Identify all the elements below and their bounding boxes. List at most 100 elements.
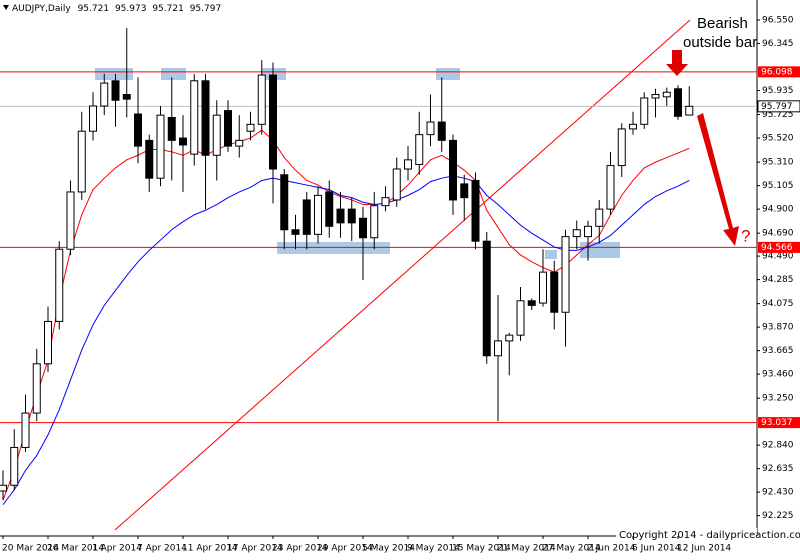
candle-body <box>347 208 356 224</box>
candle-body <box>224 110 232 147</box>
y-tick-label: 95.105 <box>762 181 794 191</box>
candle-body <box>685 105 694 116</box>
candle-body <box>336 208 345 224</box>
candle-body <box>662 91 671 98</box>
highlight-box <box>161 68 186 80</box>
y-tick-label: 94.490 <box>762 252 794 262</box>
candle-body <box>257 74 266 125</box>
highlight-box <box>95 68 133 80</box>
candle-body <box>0 484 7 492</box>
candle-body <box>392 168 401 201</box>
candle-body <box>606 165 615 210</box>
candle-body <box>77 130 86 193</box>
annotation: outside bar <box>683 34 757 51</box>
y-tick-label: 92.430 <box>762 488 794 498</box>
candle-body <box>179 137 187 146</box>
x-tick-label: 6 Jun 2014 <box>632 544 681 554</box>
candle-body <box>201 80 210 156</box>
x-tick-label: 15 May 2014 <box>452 544 511 554</box>
candle-body <box>370 205 379 239</box>
y-tick-label: 92.635 <box>762 464 794 474</box>
candle-body <box>66 191 75 250</box>
candle-body <box>302 199 311 235</box>
header-open: 95.721 <box>78 4 110 14</box>
x-tick-label: 26 Mar 2014 <box>47 544 104 554</box>
forecast-arrow <box>697 113 739 246</box>
candle-body <box>134 113 142 147</box>
y-tick-label: 96.345 <box>762 39 794 49</box>
candle-body <box>505 334 514 342</box>
menu-triangle <box>3 5 9 10</box>
x-tick-label: 5 May 2014 <box>362 544 415 554</box>
highlight-box <box>262 68 286 80</box>
header-high: 95.973 <box>115 4 147 14</box>
y-tick-label: 92.840 <box>762 441 794 451</box>
candle-body <box>55 248 64 322</box>
candle-body <box>640 97 649 125</box>
header: AUDJPY,Daily 95.721 95.973 95.721 95.797 <box>12 4 221 14</box>
candle-body <box>32 363 41 414</box>
x-tick-label: 1 Apr 2014 <box>92 544 142 554</box>
y-tick-label: 95.935 <box>762 86 794 96</box>
candle-body <box>460 183 469 199</box>
candle-body <box>111 80 120 101</box>
candle-body <box>359 217 367 239</box>
x-tick-label: 7 Apr 2014 <box>137 544 187 554</box>
candle-body <box>617 128 626 167</box>
y-tick-label: 95.310 <box>762 158 794 168</box>
x-tick-label: 17 Apr 2014 <box>227 544 283 554</box>
highlight-box <box>277 242 390 254</box>
candle-body <box>314 194 322 235</box>
candle-body <box>550 271 559 313</box>
level-label: 93.037 <box>761 418 793 428</box>
candle-body <box>269 74 277 170</box>
x-tick-label: 20 Mar 2014 <box>2 544 59 554</box>
x-tick-label: 2 Jun 2014 <box>587 544 636 554</box>
annotation: Bearish <box>697 15 748 32</box>
y-tick-label: 94.075 <box>762 299 794 309</box>
plot <box>0 28 757 506</box>
header-close: 95.797 <box>190 4 222 14</box>
candle-body <box>246 123 255 132</box>
candle-body <box>100 82 109 107</box>
candle-body <box>44 320 52 365</box>
candle-body <box>426 121 435 136</box>
header-low: 95.721 <box>152 4 184 14</box>
candle-body <box>167 116 176 141</box>
candle-body <box>471 179 480 242</box>
highlight-box <box>436 68 460 80</box>
candle-body <box>494 340 502 357</box>
candle-body <box>651 94 660 99</box>
candle-body <box>527 300 536 306</box>
candle-body <box>482 240 491 357</box>
copyright: Copyright 2014 - dailypriceaction.com <box>619 530 800 541</box>
candle-body <box>572 229 581 238</box>
symbol: AUDJPY,Daily <box>12 4 71 14</box>
candle-body <box>584 225 592 238</box>
x-tick-label: 9 May 2014 <box>407 544 460 554</box>
level-label-box <box>758 241 800 253</box>
candle-body <box>415 134 424 165</box>
candle-body <box>449 139 457 201</box>
candle-body <box>561 236 570 313</box>
candle-body <box>21 412 30 448</box>
y-tick-label: 94.900 <box>762 205 794 215</box>
candle-body <box>629 123 637 130</box>
y-tick-label: 93.250 <box>762 394 794 404</box>
level-label: 96.098 <box>761 67 793 77</box>
level-label-box <box>758 417 800 429</box>
y-tick-label: 93.460 <box>762 370 794 380</box>
candle-body <box>190 80 199 155</box>
candle-body <box>235 139 244 147</box>
x-tick-label: 12 Jun 2014 <box>677 544 731 554</box>
y-tick-label: 93.870 <box>762 323 794 333</box>
candle-body <box>674 88 682 117</box>
candle-body <box>122 94 131 100</box>
y-tick-label: 94.690 <box>762 229 794 239</box>
x-tick-label: 27 May 2014 <box>542 544 601 554</box>
candle-body <box>291 229 300 235</box>
candle-body <box>280 174 289 231</box>
question-mark: ? <box>741 226 750 245</box>
candle-body <box>381 197 390 207</box>
